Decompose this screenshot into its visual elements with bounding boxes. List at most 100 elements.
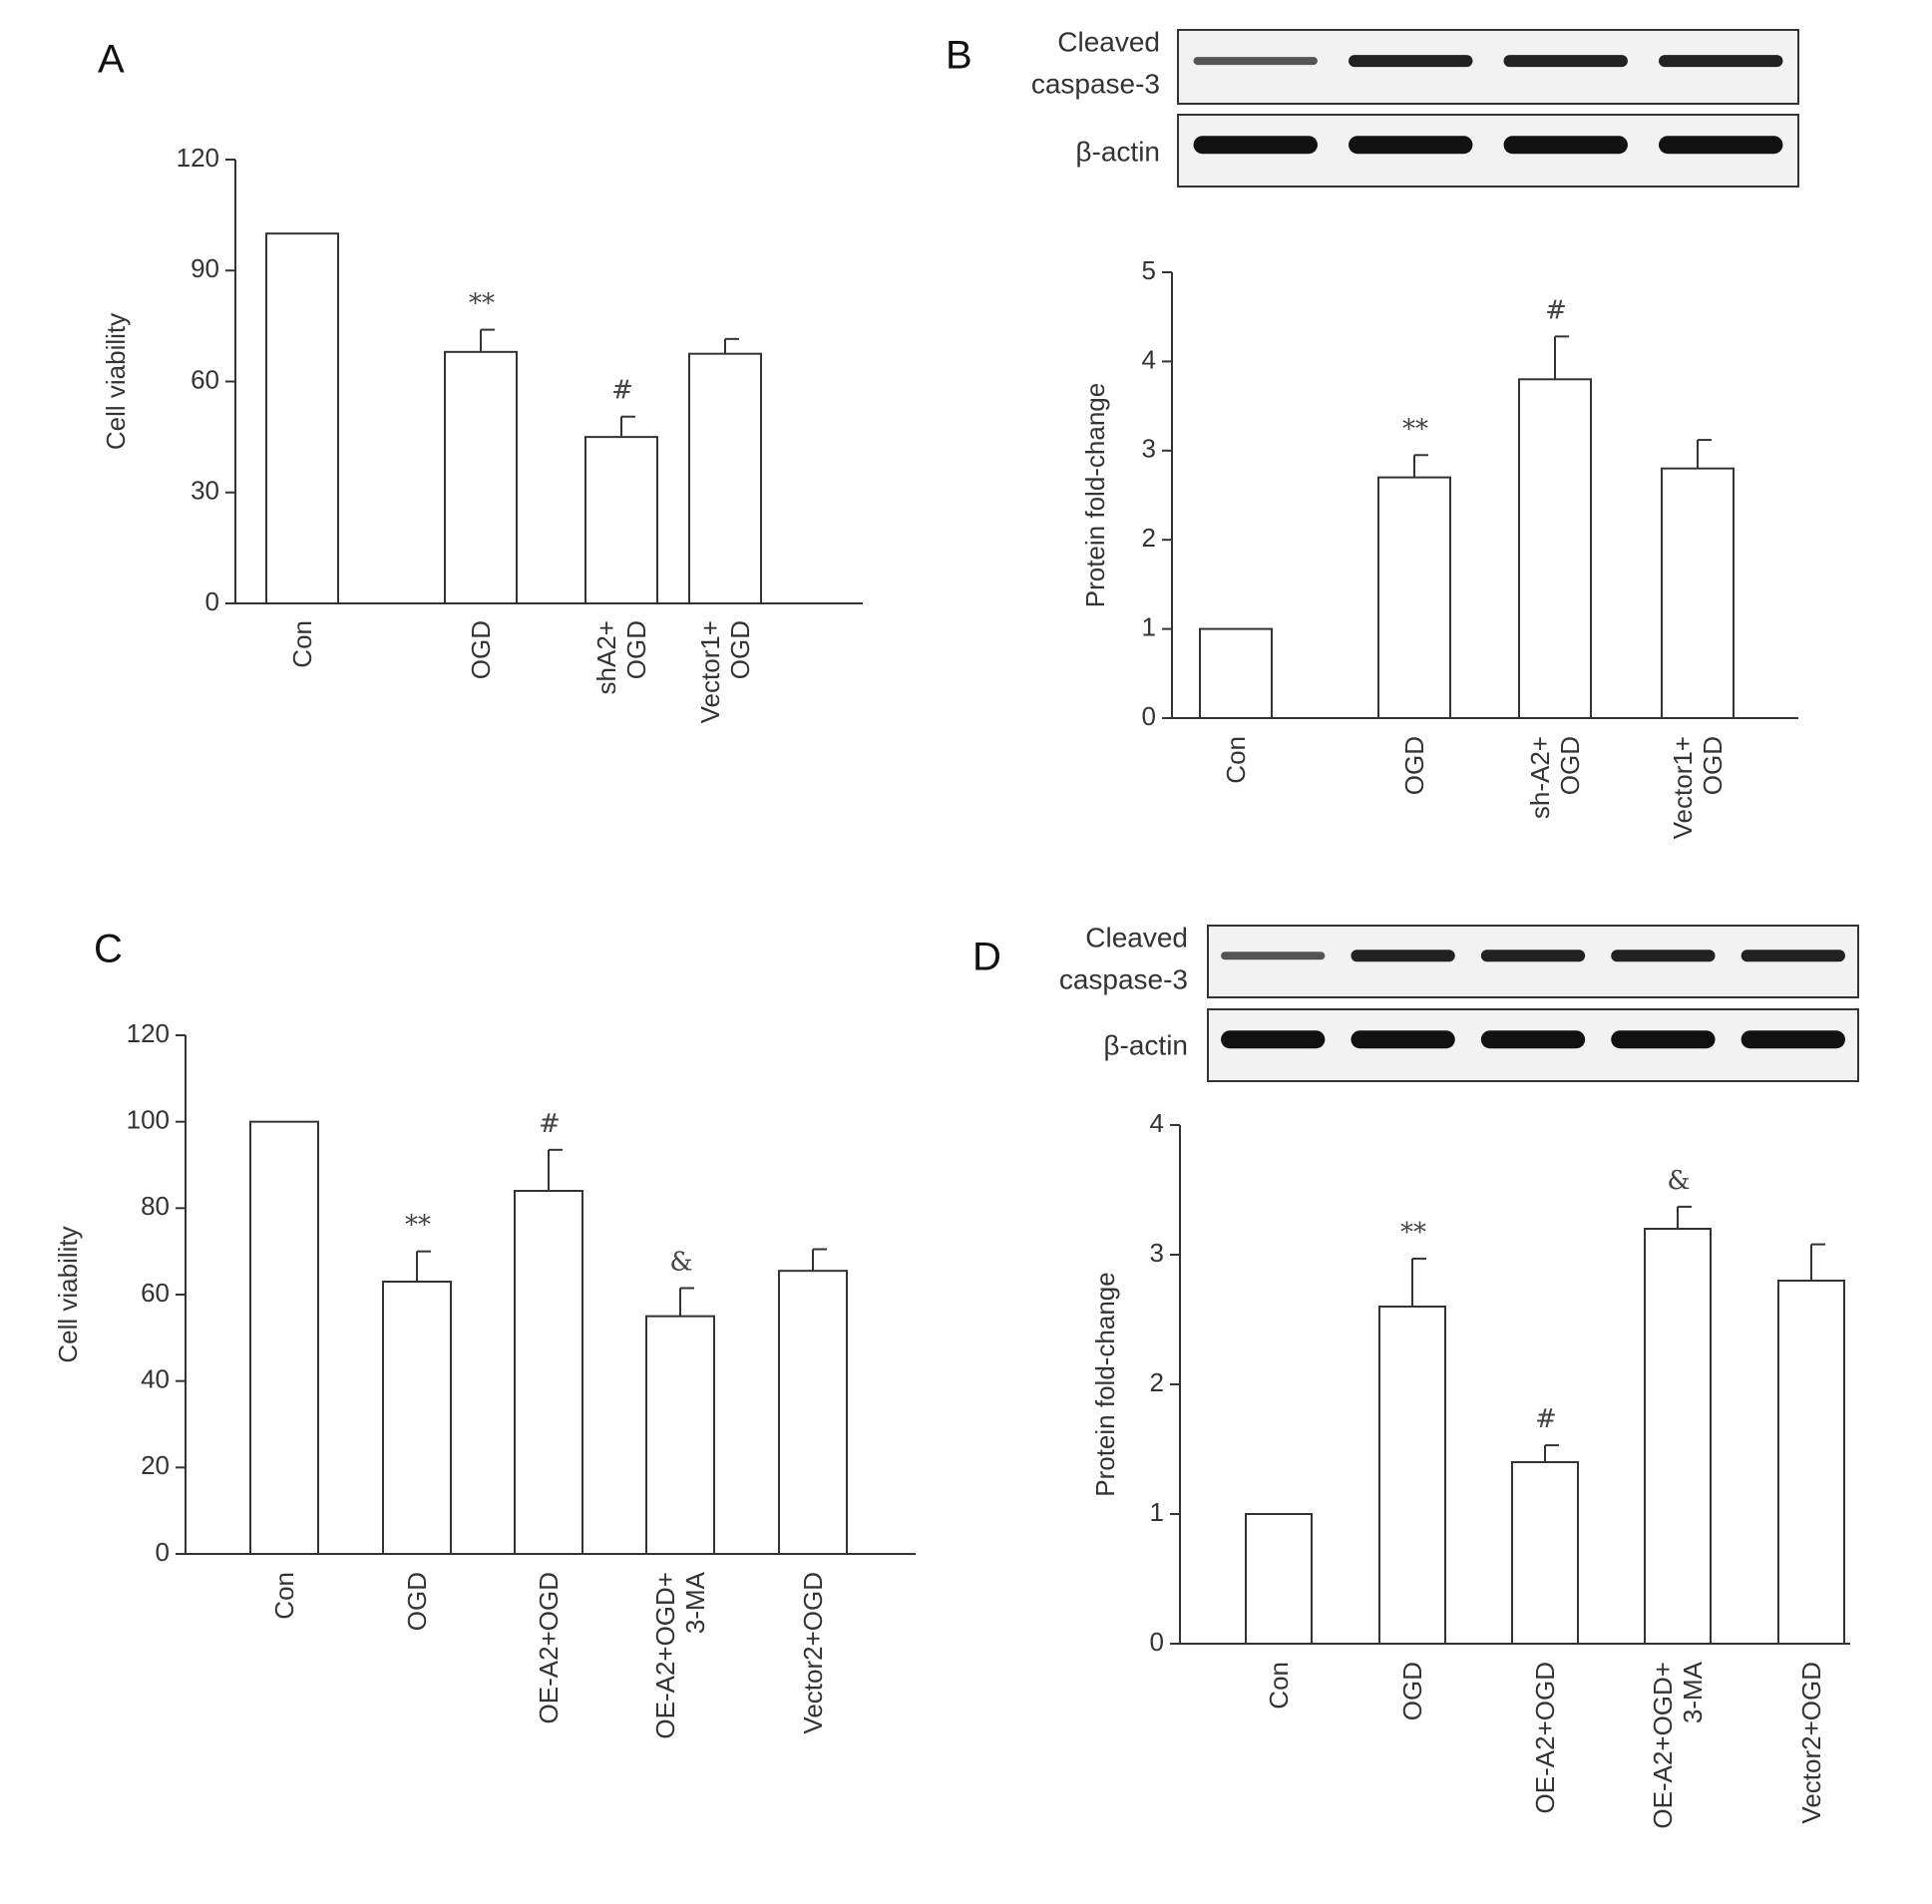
bar-1 xyxy=(265,232,339,605)
y-axis-title: Cell viability xyxy=(53,1226,83,1362)
bar-5 xyxy=(778,1270,848,1555)
y-axis-title: Cell viability xyxy=(101,313,131,450)
blot-band xyxy=(1503,55,1628,68)
bar-4 xyxy=(1644,1228,1712,1645)
bar-1 xyxy=(1245,1513,1313,1645)
category-label: Con xyxy=(1221,736,1251,784)
y-axis-title: Protein fold-change xyxy=(1090,1272,1120,1496)
y-tick-label: 5 xyxy=(1142,255,1156,285)
blot-label-caspase-line1: Cleaved xyxy=(1085,922,1188,952)
bar-3 xyxy=(514,1190,583,1555)
blot-label-caspase-line2: caspase-3 xyxy=(1031,68,1160,99)
blot-band xyxy=(1480,1030,1586,1049)
category-label: OE-A2+OGD+ xyxy=(1648,1662,1678,1829)
panel-d: D 0 1 2 3 4 Protein fold-change Con ** OGD # OE-A2+… xyxy=(972,922,1859,1829)
category-label: 3-MA xyxy=(1678,1661,1708,1723)
y-tick-label: 60 xyxy=(141,1278,170,1308)
bar-4 xyxy=(688,352,762,604)
bar-3 xyxy=(1511,1461,1579,1645)
blot-band xyxy=(1659,55,1783,68)
category-label: OE-A2+OGD+ xyxy=(650,1572,680,1739)
significance-marker: # xyxy=(539,1109,561,1139)
y-tick-label: 20 xyxy=(141,1450,170,1480)
bar-4 xyxy=(645,1315,715,1555)
significance-marker: # xyxy=(1535,1404,1557,1434)
y-tick-label: 80 xyxy=(141,1191,170,1221)
bar-2 xyxy=(1378,1306,1446,1645)
y-tick-label: 100 xyxy=(127,1105,170,1135)
y-tick-label: 0 xyxy=(205,586,219,616)
y-tick-label: 0 xyxy=(156,1537,170,1567)
blot-band xyxy=(1221,952,1326,960)
blot-label-caspase-line1: Cleaved xyxy=(1057,26,1160,57)
y-tick-label: 2 xyxy=(1142,523,1156,553)
category-label: 3-MA xyxy=(680,1571,710,1634)
y-tick-label: 120 xyxy=(177,143,219,173)
y-tick-label: 4 xyxy=(1142,344,1156,374)
panel-c: C 0 20 40 60 80 100 120 Cell viability Con ** OGD # O… xyxy=(53,928,916,1739)
blot-band xyxy=(1349,136,1473,155)
y-tick-label: 60 xyxy=(191,364,219,394)
significance-marker: ** xyxy=(469,289,495,319)
bar-2 xyxy=(444,350,518,605)
significance-marker: ** xyxy=(1400,1218,1426,1248)
category-label: Con xyxy=(1264,1662,1294,1710)
blot-band xyxy=(1611,950,1716,962)
category-label: OE-A2+OGD xyxy=(534,1572,564,1723)
significance-marker: ** xyxy=(1402,414,1428,444)
western-blot: Cleaved caspase-3 β-actin xyxy=(1059,922,1859,1082)
category-label: Con xyxy=(287,620,317,668)
panel-letter: B xyxy=(946,34,972,78)
bar-5 xyxy=(1777,1280,1845,1645)
blot-band xyxy=(1503,136,1628,155)
y-tick-label: 40 xyxy=(141,1364,170,1394)
category-label: Vector1+ xyxy=(1668,736,1698,839)
category-label: OGD xyxy=(402,1572,432,1631)
y-tick-label: 120 xyxy=(127,1018,170,1048)
blot-band xyxy=(1740,1030,1845,1049)
blot-band xyxy=(1221,1030,1326,1049)
category-label: OGD xyxy=(725,620,755,679)
y-tick-label: 1 xyxy=(1142,611,1156,641)
bar-4 xyxy=(1661,467,1735,719)
blot-band xyxy=(1351,950,1455,962)
category-label: Con xyxy=(269,1572,299,1620)
bar-1 xyxy=(249,1120,319,1555)
bar-2 xyxy=(1377,476,1451,719)
category-label: OGD xyxy=(1555,736,1585,795)
blot-band xyxy=(1193,57,1318,66)
category-label: OGD xyxy=(1698,736,1728,795)
significance-marker: & xyxy=(669,1248,692,1278)
y-tick-label: 2 xyxy=(1150,1367,1164,1397)
blot-band xyxy=(1659,136,1783,155)
category-label: OGD xyxy=(1397,1662,1427,1720)
bar-3 xyxy=(584,436,658,604)
bar-2 xyxy=(382,1281,452,1555)
panel-letter: A xyxy=(98,38,125,82)
y-axis-title: Protein fold-change xyxy=(1080,383,1110,607)
y-tick-label: 1 xyxy=(1150,1497,1164,1527)
panel-letter: C xyxy=(94,928,123,971)
blot-band xyxy=(1193,136,1318,155)
y-tick-label: 90 xyxy=(191,253,219,283)
blot-band xyxy=(1740,950,1845,962)
blot-band xyxy=(1611,1030,1716,1049)
significance-marker: & xyxy=(1667,1166,1690,1196)
y-tick-label: 30 xyxy=(191,476,219,506)
panel-b: B 0 1 2 3 4 5 Protein fold-change Con ** OGD # sh-A2… xyxy=(946,26,1799,839)
category-label: Vector2+OGD xyxy=(798,1572,828,1734)
blot-label-actin: β-actin xyxy=(1103,1029,1188,1060)
blot-band xyxy=(1480,950,1586,962)
category-label: Vector2+OGD xyxy=(1796,1662,1826,1824)
y-tick-label: 0 xyxy=(1142,701,1156,731)
y-tick-label: 4 xyxy=(1150,1108,1164,1138)
category-label: OGD xyxy=(621,620,651,679)
blot-label-caspase-line2: caspase-3 xyxy=(1059,963,1188,994)
category-label: Vector1+ xyxy=(695,620,725,723)
significance-marker: ** xyxy=(405,1211,431,1241)
panel-letter: D xyxy=(972,936,1001,979)
blot-band xyxy=(1351,1030,1455,1049)
y-tick-label: 3 xyxy=(1142,434,1156,464)
